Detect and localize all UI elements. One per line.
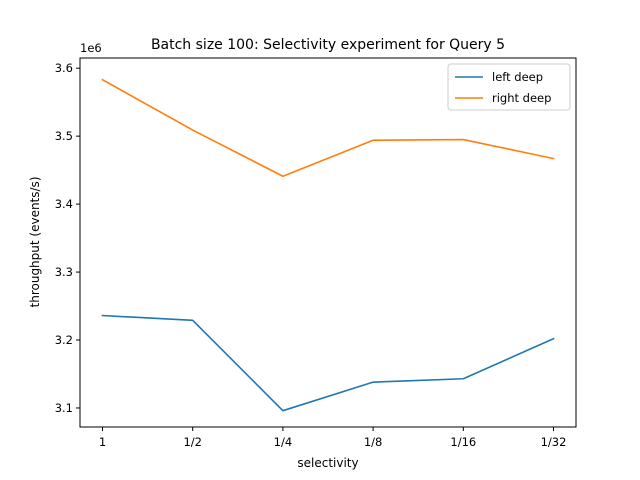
x-axis-ticks: 1 1/2 1/4 1/8 1/16 1/32: [99, 427, 567, 449]
plot-marks: [101, 78, 555, 412]
x-tick-label: 1/16: [450, 435, 476, 449]
x-tick-label: 1/8: [364, 435, 383, 449]
series-line-0: [101, 314, 555, 412]
y-axis-ticks: 3.1 3.2 3.3 3.4 3.5 3.6: [55, 61, 80, 415]
y-tick-label: 3.2: [55, 333, 73, 347]
y-tick-label: 3.3: [55, 265, 73, 279]
legend-label-0: left deep: [492, 70, 543, 84]
y-tick-label: 3.4: [55, 197, 73, 211]
y-tick-label: 3.5: [55, 129, 73, 143]
y-axis-offset-label: 1e6: [80, 41, 102, 55]
x-tick-label: 1: [99, 435, 106, 449]
x-tick-label: 1/32: [541, 435, 567, 449]
plot-area-frame: [79, 57, 577, 428]
legend-label-1: right deep: [492, 91, 551, 105]
y-tick-label: 3.1: [55, 401, 73, 415]
x-tick-label: 1/2: [183, 435, 202, 449]
series-line-1: [101, 78, 555, 178]
x-tick-label: 1/4: [274, 435, 293, 449]
x-axis-label: selectivity: [297, 456, 358, 470]
y-axis-label: throughput (events/s): [28, 177, 42, 308]
y-tick-label: 3.6: [55, 61, 73, 75]
legend: left deep right deep: [447, 63, 571, 111]
chart-title: Batch size 100: Selectivity experiment f…: [151, 37, 505, 53]
